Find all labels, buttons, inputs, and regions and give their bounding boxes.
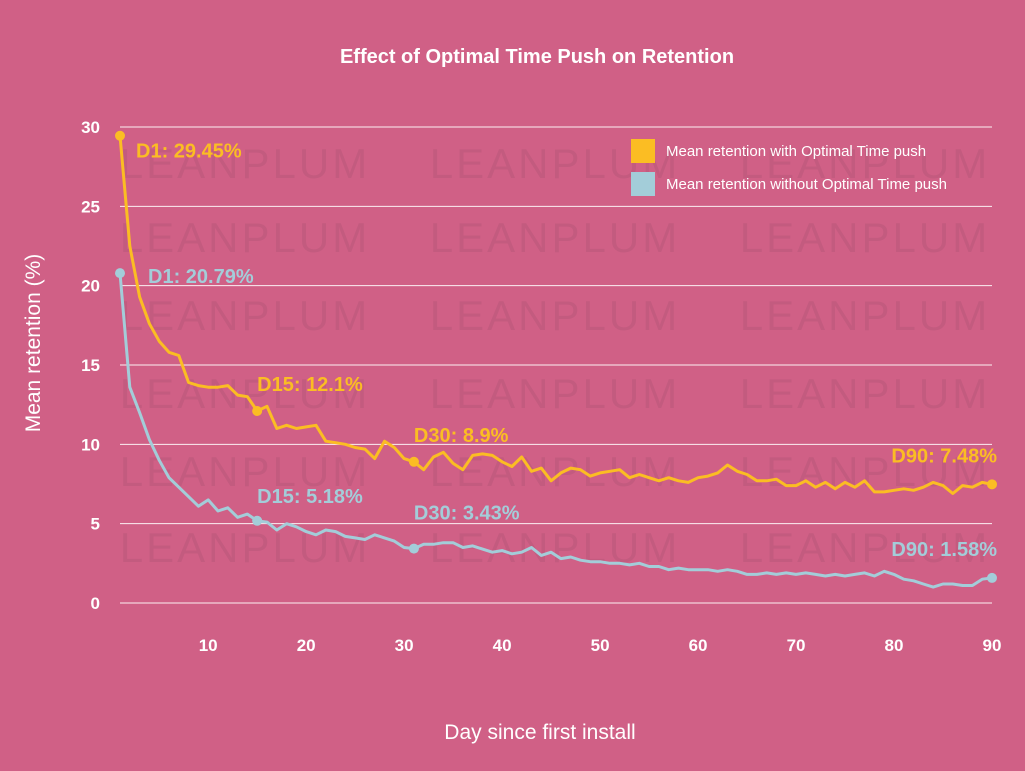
y-tick-5: 5 [91, 515, 100, 534]
legend-label-without-push: Mean retention without Optimal Time push [666, 176, 947, 193]
x-tick-90: 90 [983, 636, 1002, 655]
x-axis-label: Day since first install [444, 721, 635, 744]
y-tick-10: 10 [81, 435, 100, 454]
annotation-point-5 [252, 515, 263, 526]
watermark-3-2: LEANPLUM [740, 370, 990, 417]
x-tick-60: 60 [689, 636, 708, 655]
annotation-point-4 [115, 268, 125, 279]
x-tick-10: 10 [199, 636, 218, 655]
series-line-1 [118, 271, 994, 589]
y-tick-20: 20 [81, 277, 100, 296]
watermark-0-2: LEANPLUM [740, 140, 990, 187]
gridlines [120, 126, 992, 604]
x-tick-50: 50 [591, 636, 610, 655]
watermark-4-1: LEANPLUM [430, 448, 680, 495]
annotation-point-2 [408, 456, 419, 467]
legend-swatch-with-push [631, 139, 655, 163]
y-tick-0: 0 [91, 594, 100, 613]
x-tick-70: 70 [787, 636, 806, 655]
x-axis-ticks: 10 20 30 40 50 60 70 80 90 [199, 636, 1002, 655]
annotation-point-6 [408, 543, 419, 554]
annotation-point-0 [115, 130, 125, 141]
legend-swatch-without-push [631, 172, 655, 196]
x-tick-30: 30 [395, 636, 414, 655]
watermark-2-1: LEANPLUM [430, 292, 680, 339]
x-tick-40: 40 [493, 636, 512, 655]
annotation-label-3: D90: 7.48% [891, 445, 997, 467]
annotation-labels: D1: 29.45% D15: 12.1% D30: 8.9% D90: 7.48% D… [136, 141, 997, 561]
annotation-label-6: D30: 3.43% [414, 503, 520, 525]
y-tick-30: 30 [81, 118, 100, 137]
watermark-1-1: LEANPLUM [430, 214, 680, 261]
watermark-1-0: LEANPLUM [120, 214, 370, 261]
watermark-5-2: LEANPLUM [740, 524, 990, 571]
annotation-label-2: D30: 8.9% [414, 425, 509, 447]
y-tick-15: 15 [81, 356, 100, 375]
watermark-4-0: LEANPLUM [120, 448, 370, 495]
y-axis-ticks: 0 5 10 15 20 25 30 [81, 118, 100, 613]
series-lines [118, 134, 994, 589]
x-tick-20: 20 [297, 636, 316, 655]
annotation-points [115, 130, 997, 583]
annotation-label-0: D1: 29.45% [136, 141, 242, 163]
chart-title: Effect of Optimal Time Push on Retention [340, 46, 734, 68]
watermark-5-0: LEANPLUM [120, 524, 370, 571]
watermark-2-0: LEANPLUM [120, 292, 370, 339]
annotation-point-7 [987, 572, 997, 583]
watermark-3-1: LEANPLUM [430, 370, 680, 417]
watermark-3-0: LEANPLUM [120, 370, 370, 417]
annotation-point-3 [987, 479, 997, 490]
annotation-label-7: D90: 1.58% [891, 539, 997, 561]
annotation-point-1 [252, 406, 263, 417]
watermark-2-2: LEANPLUM [740, 292, 990, 339]
series-line-0 [118, 134, 994, 495]
x-tick-80: 80 [885, 636, 904, 655]
annotation-label-4: D1: 20.79% [148, 266, 254, 288]
y-tick-25: 25 [81, 197, 100, 216]
legend-label-with-push: Mean retention with Optimal Time push [666, 143, 926, 160]
watermark-0-0: LEANPLUM [120, 140, 370, 187]
annotation-label-5: D15: 5.18% [257, 486, 363, 508]
watermark-1-2: LEANPLUM [740, 214, 990, 261]
watermark-layer: LEANPLUM LEANPLUM LEANPLUM LEANPLUM LEANPLUM… [120, 140, 990, 571]
annotation-label-1: D15: 12.1% [257, 374, 363, 396]
y-axis-label: Mean retention (%) [22, 254, 45, 433]
legend: Mean retention with Optimal Time push Me… [631, 139, 947, 196]
